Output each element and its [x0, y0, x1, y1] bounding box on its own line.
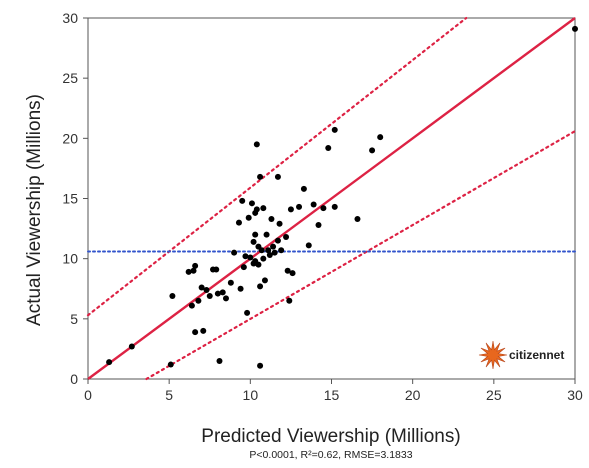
- data-point: [203, 286, 210, 293]
- data-point: [235, 219, 242, 226]
- data-point: [283, 234, 290, 241]
- x-tick-label: 10: [243, 387, 259, 403]
- data-point: [242, 253, 249, 260]
- data-point: [190, 267, 197, 274]
- data-points: [106, 25, 578, 369]
- y-tick-label: 0: [70, 371, 78, 387]
- data-point: [227, 279, 234, 286]
- x-axis-ticks: 0 5 10 15 20 25 30: [84, 379, 583, 403]
- data-point: [369, 147, 376, 154]
- data-point: [320, 205, 327, 212]
- upper-confidence-band: [86, 16, 468, 317]
- data-point: [278, 247, 285, 254]
- data-point: [200, 327, 207, 334]
- data-point: [244, 309, 251, 316]
- data-point: [305, 242, 312, 249]
- data-point: [377, 134, 384, 141]
- y-tick-label: 5: [70, 311, 78, 327]
- y-tick-label: 15: [62, 191, 78, 207]
- logo-text: citizennet: [509, 348, 564, 362]
- data-point: [276, 220, 283, 227]
- data-point: [257, 362, 264, 369]
- data-point: [310, 201, 317, 208]
- data-point: [167, 361, 174, 368]
- data-point: [253, 206, 260, 213]
- data-point: [245, 214, 252, 221]
- data-point: [239, 197, 246, 204]
- data-point: [219, 289, 226, 296]
- data-point: [289, 270, 296, 277]
- data-point: [284, 267, 291, 274]
- data-point: [260, 255, 267, 262]
- x-tick-label: 5: [165, 387, 173, 403]
- data-point: [214, 290, 221, 297]
- data-point: [192, 262, 199, 269]
- data-point: [250, 238, 257, 245]
- y-axis-ticks: 0 5 10 15 20 25 30: [62, 10, 88, 387]
- data-point: [240, 264, 247, 271]
- data-point: [287, 206, 294, 213]
- data-point: [257, 173, 264, 180]
- y-axis-title: Actual Viewership (Millions): [24, 94, 45, 326]
- data-point: [128, 343, 135, 350]
- data-point: [260, 205, 267, 212]
- fit-line-mark: [87, 17, 576, 380]
- data-point: [192, 329, 199, 336]
- data-point: [261, 277, 268, 284]
- data-point: [231, 249, 238, 256]
- data-point: [296, 203, 303, 210]
- data-point: [572, 25, 578, 32]
- x-tick-label: 15: [324, 387, 340, 403]
- x-axis-title: Predicted Viewership (Millions): [201, 426, 460, 447]
- y-tick-label: 10: [62, 251, 78, 267]
- data-point: [188, 302, 195, 309]
- lower-confidence-band: [145, 130, 577, 381]
- data-point: [216, 357, 223, 364]
- data-point: [270, 243, 277, 250]
- data-point: [354, 215, 361, 222]
- data-point: [237, 285, 244, 292]
- confidence-bands: [86, 16, 577, 381]
- data-point: [331, 203, 338, 210]
- x-tick-label: 20: [405, 387, 421, 403]
- data-point: [258, 247, 265, 254]
- data-point: [263, 231, 270, 238]
- data-point: [274, 173, 281, 180]
- data-point: [169, 292, 176, 299]
- data-point: [195, 297, 202, 304]
- data-point: [268, 215, 275, 222]
- data-point: [106, 359, 113, 366]
- data-point: [257, 283, 264, 290]
- data-point: [271, 249, 278, 256]
- data-point: [185, 268, 192, 275]
- fit-line: [87, 17, 576, 380]
- data-point: [206, 292, 213, 299]
- y-tick-label: 25: [62, 70, 78, 86]
- data-point: [253, 141, 260, 148]
- data-point: [286, 297, 293, 304]
- footnote: P<0.0001, R²=0.62, RMSE=3.1833: [249, 449, 412, 461]
- data-point: [266, 252, 273, 259]
- data-point: [255, 261, 262, 268]
- y-tick-label: 30: [62, 10, 78, 26]
- data-point: [213, 266, 220, 273]
- data-point: [222, 295, 229, 302]
- citizennet-logo: citizennet: [478, 340, 564, 370]
- data-point: [265, 247, 272, 254]
- x-tick-label: 25: [486, 387, 502, 403]
- data-point: [274, 237, 281, 244]
- data-point: [252, 231, 259, 238]
- starburst-icon: [478, 340, 508, 370]
- data-point: [300, 185, 307, 192]
- data-point: [247, 254, 254, 261]
- data-point: [331, 126, 338, 133]
- data-point: [315, 221, 322, 228]
- x-tick-label: 0: [84, 387, 92, 403]
- data-point: [198, 284, 205, 291]
- data-point: [248, 200, 255, 207]
- y-tick-label: 20: [62, 130, 78, 146]
- data-point: [325, 144, 332, 151]
- x-tick-label: 30: [567, 387, 583, 403]
